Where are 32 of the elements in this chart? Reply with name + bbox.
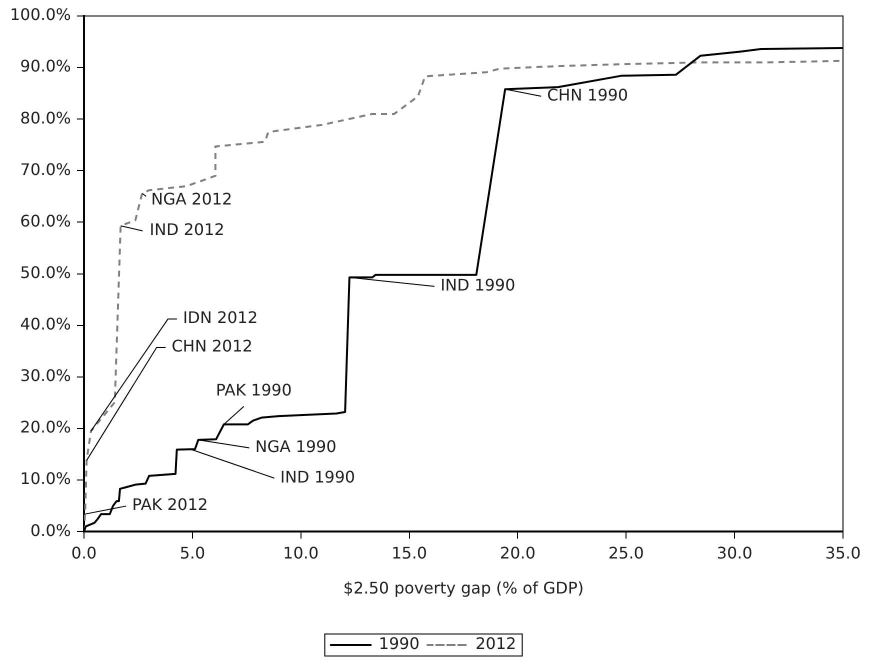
x-tick-label: 25.0	[608, 543, 644, 562]
y-tick-label: 60.0%	[20, 211, 72, 230]
x-tick-label: 30.0	[716, 543, 752, 562]
legend-label: 1990	[378, 634, 420, 654]
annotation: IND 2012	[150, 220, 224, 240]
x-tick-label: 15.0	[391, 543, 428, 562]
annotation: IND 1990	[440, 276, 516, 295]
y-tick-label: 10.0%	[20, 469, 72, 488]
annotation: CHN 1990	[547, 85, 628, 104]
annotation: PAK 1990	[216, 380, 292, 400]
annotation: IDN 2012	[182, 308, 258, 328]
y-tick-label: 0.0%	[30, 520, 72, 540]
y-tick-label: 50.0%	[20, 262, 72, 282]
x-tick-label: 35.0	[825, 543, 861, 562]
y-tick-label: 20.0%	[20, 418, 72, 437]
x-tick-label: 20.0	[500, 543, 536, 562]
y-tick-label: 100.0%	[10, 5, 72, 24]
y-tick-label: 80.0%	[20, 108, 72, 128]
y-tick-label: 70.0%	[20, 160, 72, 179]
x-axis-title: $2.50 poverty gap (% of GDP)	[343, 578, 584, 598]
x-tick-label: 5.0	[180, 543, 206, 562]
y-tick-label: 30.0%	[20, 366, 72, 386]
annotation: IND 1990	[280, 467, 356, 486]
x-tick-label: 10.0	[283, 543, 319, 562]
annotation: NGA 1990	[255, 436, 336, 456]
legend-label: 2012	[476, 634, 516, 654]
y-tick-label: 40.0%	[20, 314, 72, 334]
x-tick-label: 0.0	[71, 543, 97, 562]
annotation: NGA 2012	[151, 190, 232, 209]
annotation: PAK 2012	[132, 495, 208, 514]
annotation: CHN 2012	[172, 336, 253, 356]
y-tick-label: 90.0%	[20, 56, 72, 76]
